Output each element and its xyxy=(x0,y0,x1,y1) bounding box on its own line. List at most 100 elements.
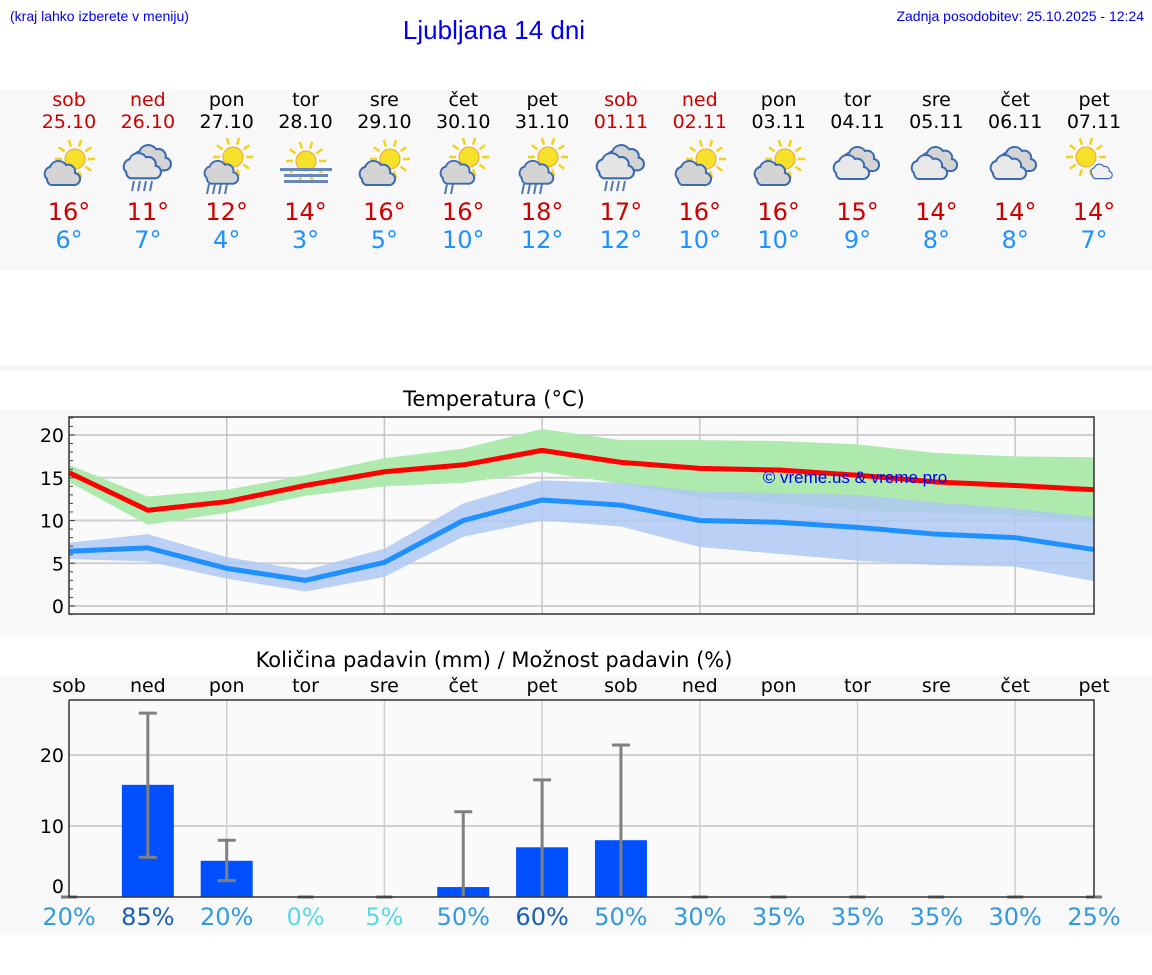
precip-probability: 35% xyxy=(830,903,885,931)
precip-probability: 60% xyxy=(515,903,569,931)
cloudy-icon xyxy=(985,137,1045,195)
min-temperature: 3° xyxy=(291,226,320,254)
partly-cloudy-rain-icon xyxy=(512,137,572,195)
partly-cloudy-light-rain-icon xyxy=(433,137,493,195)
precip-day-label: pet xyxy=(1078,675,1110,697)
day-name: čet xyxy=(448,89,479,111)
precip-probability: 35% xyxy=(751,903,806,931)
precip-probability: 50% xyxy=(436,903,490,931)
max-temperature: 14° xyxy=(1072,198,1116,226)
precip-day-label: pon xyxy=(208,675,245,697)
day-name: pon xyxy=(760,89,797,111)
max-temperature: 14° xyxy=(915,198,958,226)
precip-day-label: čet xyxy=(448,675,479,697)
min-temperature-line xyxy=(68,497,1095,583)
day-name: pet xyxy=(1078,89,1110,111)
partly-cloudy-rain-icon xyxy=(197,137,257,195)
cloudy-icon xyxy=(828,137,888,195)
day-name: tor xyxy=(292,89,319,111)
temperature-chart-title: Temperatura (°C) xyxy=(403,387,585,411)
precip-day-label: sob xyxy=(52,675,86,697)
precip-probability: 30% xyxy=(673,903,727,931)
day-date: 25.10 xyxy=(41,111,97,133)
min-temperature: 10° xyxy=(678,226,722,254)
precip-day-label: tor xyxy=(292,675,319,697)
min-temperature: 12° xyxy=(520,226,564,254)
sun-fog-icon xyxy=(276,137,336,195)
max-temperature: 16° xyxy=(441,198,485,226)
max-temperature: 17° xyxy=(599,198,643,226)
min-temperature: 10° xyxy=(757,226,800,254)
precip-day-label: sre xyxy=(921,675,951,697)
precip-probability: 25% xyxy=(1067,903,1121,931)
precip-probability: 30% xyxy=(988,903,1042,931)
day-date: 27.10 xyxy=(199,111,254,133)
plot-frame xyxy=(68,699,1095,898)
day-name: pon xyxy=(208,89,245,111)
day-name: ned xyxy=(129,89,166,111)
max-temperature: 16° xyxy=(678,198,722,226)
day-date: 05.11 xyxy=(909,111,964,133)
daily-forecast-strip xyxy=(0,90,1152,270)
precip-day-label: tor xyxy=(844,675,871,697)
precip-day-label: ned xyxy=(129,675,166,697)
location-hint: (kraj lahko izberete v meniju) xyxy=(10,8,189,24)
min-temperature: 12° xyxy=(599,226,643,254)
partly-cloudy-icon xyxy=(354,137,414,195)
y-tick-label: 15 xyxy=(40,468,64,490)
day-date: 31.10 xyxy=(514,111,570,133)
min-temperature: 9° xyxy=(843,226,872,254)
y-tick-label: 20 xyxy=(40,745,64,767)
y-tick-label: 0 xyxy=(52,876,64,898)
sunny-small-cloud-icon xyxy=(1064,137,1124,195)
day-name: sob xyxy=(604,89,638,111)
min-temperature: 8° xyxy=(922,226,950,254)
cloudy-rain-icon xyxy=(591,137,651,195)
day-date: 03.11 xyxy=(751,111,806,133)
day-date: 07.11 xyxy=(1066,111,1122,133)
min-temperature: 7° xyxy=(134,226,162,254)
max-temperature: 16° xyxy=(757,198,800,226)
day-date: 04.11 xyxy=(830,111,885,133)
partly-cloudy-icon xyxy=(670,137,730,195)
plot-frame xyxy=(68,416,1095,615)
precip-day-label: ned xyxy=(681,675,718,697)
min-temperature: 5° xyxy=(370,226,399,254)
max-temperature: 12° xyxy=(205,198,248,226)
min-temperature: 8° xyxy=(1001,226,1029,254)
min-temperature-band xyxy=(69,480,1095,592)
page-title: Ljubljana 14 dni xyxy=(402,15,586,45)
day-date: 28.10 xyxy=(278,111,333,133)
y-tick-label: 0 xyxy=(52,596,64,618)
day-name: sre xyxy=(921,89,951,111)
precip-day-label: čet xyxy=(1000,675,1030,697)
y-tick-label: 10 xyxy=(40,816,64,838)
precip-day-label: sob xyxy=(604,675,638,697)
y-tick-label: 10 xyxy=(40,511,64,533)
max-temperature: 18° xyxy=(520,198,564,226)
precip-probability: 50% xyxy=(594,903,648,931)
max-temperature: 11° xyxy=(126,198,170,226)
min-temperature: 10° xyxy=(441,226,485,254)
day-name: pet xyxy=(526,89,558,111)
max-temperature: 16° xyxy=(363,198,406,226)
day-name: sre xyxy=(369,89,399,111)
precip-probability: 0% xyxy=(286,903,325,931)
precip-probability: 20% xyxy=(200,903,254,931)
day-date: 30.10 xyxy=(436,111,491,133)
y-tick-label: 5 xyxy=(52,553,64,575)
max-temperature: 16° xyxy=(47,198,91,226)
partly-cloudy-icon xyxy=(749,137,809,195)
precip-day-label: sre xyxy=(369,675,399,697)
day-date: 26.10 xyxy=(120,111,176,133)
partly-cloudy-icon xyxy=(39,137,99,195)
y-tick-label: 20 xyxy=(40,425,64,447)
max-temperature: 14° xyxy=(993,198,1037,226)
day-name: tor xyxy=(844,89,871,111)
day-date: 02.11 xyxy=(672,111,727,133)
divider xyxy=(0,365,1152,370)
precip-probability: 85% xyxy=(121,903,175,931)
last-updated: Zadnja posodobitev: 25.10.2025 - 12:24 xyxy=(896,8,1144,24)
cloudy-rain-icon xyxy=(118,137,178,195)
